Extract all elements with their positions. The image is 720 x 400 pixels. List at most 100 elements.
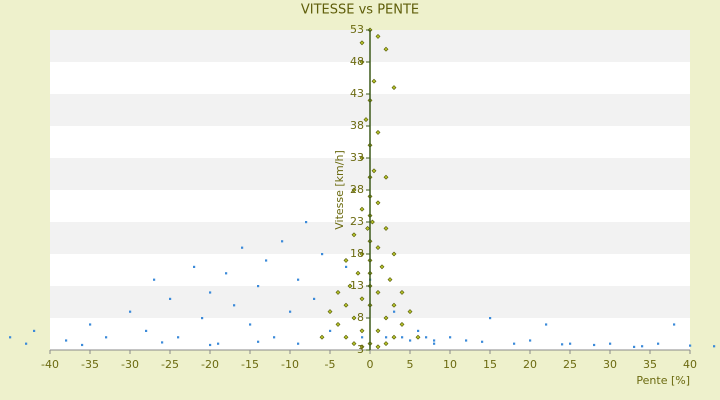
x-tick-label: 35 xyxy=(643,358,657,371)
point xyxy=(673,323,676,326)
point xyxy=(383,315,389,321)
point xyxy=(319,334,325,340)
point xyxy=(379,264,385,270)
x-tick-label: -25 xyxy=(161,358,179,371)
point xyxy=(383,174,389,180)
point xyxy=(161,341,164,344)
point xyxy=(417,329,420,332)
chart-title: VITESSE vs PENTE xyxy=(301,3,419,18)
point xyxy=(193,265,196,268)
point xyxy=(375,129,381,135)
point xyxy=(391,251,397,257)
point xyxy=(641,345,644,348)
x-tick-label: -15 xyxy=(241,358,259,371)
x-tick-label: 20 xyxy=(523,358,537,371)
y-tick-label: 23 xyxy=(350,215,364,228)
point xyxy=(391,302,397,308)
y-axis-title: Vitesse [km/h] xyxy=(333,150,346,230)
point xyxy=(345,265,348,268)
point xyxy=(321,253,324,256)
x-tick-label: 25 xyxy=(563,358,577,371)
x-tick-label: 0 xyxy=(367,358,374,371)
x-tick-label: 30 xyxy=(603,358,617,371)
y-tick-label: 8 xyxy=(357,311,364,324)
point xyxy=(201,317,204,320)
point xyxy=(569,342,572,345)
point xyxy=(105,336,108,339)
x-tick-label: -5 xyxy=(325,358,336,371)
point xyxy=(409,339,412,342)
point xyxy=(225,272,228,275)
point xyxy=(327,309,333,315)
x-tick-label: 40 xyxy=(683,358,697,371)
point xyxy=(305,221,308,224)
point xyxy=(375,33,381,39)
point xyxy=(25,342,28,345)
point xyxy=(33,329,36,332)
point xyxy=(343,334,349,340)
point xyxy=(89,323,92,326)
point xyxy=(369,219,375,225)
point xyxy=(281,240,284,243)
point xyxy=(375,289,381,295)
point xyxy=(449,336,452,339)
point xyxy=(351,187,357,193)
point xyxy=(383,225,389,231)
point xyxy=(407,309,413,315)
point xyxy=(343,302,349,308)
point xyxy=(65,339,68,342)
point xyxy=(335,289,341,295)
point xyxy=(513,342,516,345)
y-tick-label: 48 xyxy=(350,55,364,68)
y-tick-label: 38 xyxy=(350,119,364,132)
point xyxy=(351,341,357,347)
point xyxy=(391,334,397,340)
point xyxy=(329,329,332,332)
point xyxy=(383,341,389,347)
point xyxy=(351,315,357,321)
point xyxy=(383,46,389,52)
point xyxy=(359,206,365,212)
point xyxy=(145,329,148,332)
x-tick-label: 15 xyxy=(483,358,497,371)
point xyxy=(241,246,244,249)
x-tick-label: -30 xyxy=(121,358,139,371)
point xyxy=(355,270,361,276)
point xyxy=(217,342,220,345)
point xyxy=(347,283,353,289)
point xyxy=(351,232,357,238)
point xyxy=(209,343,212,347)
point xyxy=(375,344,381,350)
point xyxy=(633,345,636,348)
point xyxy=(375,328,381,334)
point xyxy=(209,291,212,294)
point xyxy=(399,289,405,295)
point xyxy=(375,200,381,206)
point xyxy=(561,343,564,346)
point xyxy=(545,323,548,326)
y-tick-label: 18 xyxy=(350,247,364,260)
point xyxy=(359,59,365,65)
point xyxy=(375,245,381,251)
y-tick-label: 3 xyxy=(357,343,364,356)
point xyxy=(401,336,404,339)
x-tick-label: 5 xyxy=(407,358,414,371)
point xyxy=(257,340,260,343)
point xyxy=(153,278,156,281)
point xyxy=(313,297,316,300)
point xyxy=(9,336,12,339)
point xyxy=(609,342,612,345)
point xyxy=(363,117,369,123)
point xyxy=(359,296,365,302)
x-tick-label: -20 xyxy=(201,358,219,371)
point xyxy=(399,321,405,327)
point xyxy=(593,343,596,347)
point xyxy=(481,340,484,343)
point xyxy=(343,257,349,263)
point xyxy=(335,321,341,327)
point xyxy=(359,155,365,161)
point xyxy=(657,342,660,345)
point xyxy=(361,336,364,339)
point xyxy=(359,328,365,334)
